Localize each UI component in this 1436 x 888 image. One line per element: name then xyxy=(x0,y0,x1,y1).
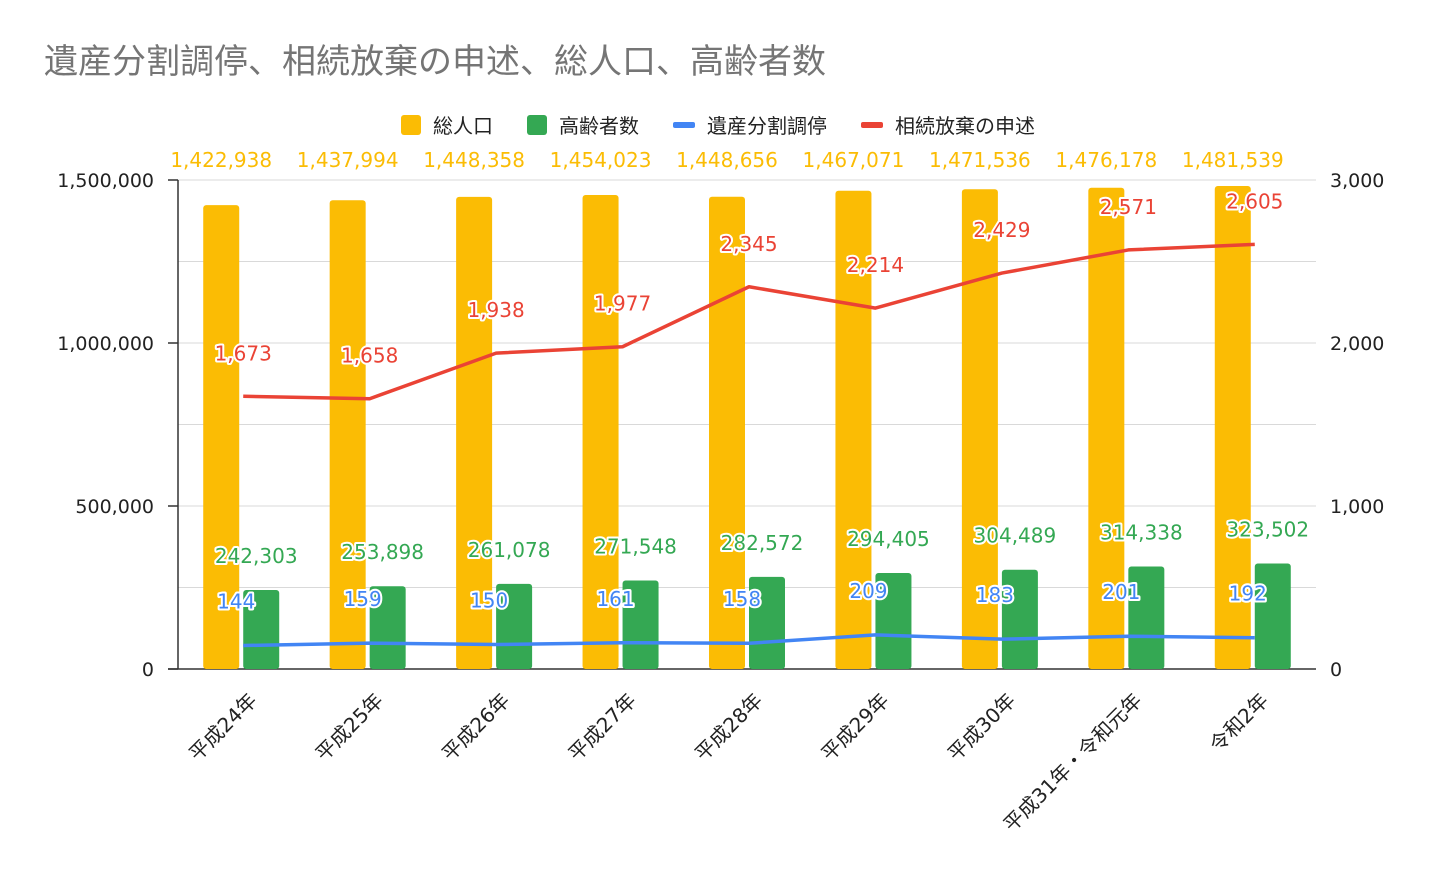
bar-total-population xyxy=(835,190,872,669)
bar-elderly xyxy=(243,590,280,669)
legend-label: 遺産分割調停 xyxy=(707,114,827,138)
left-tick-label: 0 xyxy=(142,659,154,681)
data-label-mediation: 192 xyxy=(1229,582,1267,606)
data-label-mediation: 144 xyxy=(217,590,255,614)
legend-swatch xyxy=(861,121,883,128)
bar-total-population xyxy=(456,196,493,669)
data-label-renunciation: 1,977 xyxy=(594,292,651,316)
data-label-renunciation: 2,214 xyxy=(847,253,904,277)
data-label-total-population: 1,448,656 xyxy=(676,148,778,172)
legend-item-3: 相続放棄の申述 xyxy=(861,110,1035,139)
data-label-total-population: 1,437,994 xyxy=(297,148,399,172)
x-tick-label: 平成24年 xyxy=(184,688,261,765)
data-label-total-population: 1,448,358 xyxy=(423,148,525,172)
bar-total-population xyxy=(329,200,366,669)
bar-elderly xyxy=(496,583,533,669)
chart-legend: 総人口 高齢者数 遺産分割調停 相続放棄の申述 xyxy=(0,110,1436,139)
data-label-renunciation: 1,673 xyxy=(215,341,272,365)
data-label-elderly: 242,303 xyxy=(215,544,298,568)
bar-elderly xyxy=(1128,566,1165,669)
x-tick-label: 令和2年 xyxy=(1205,688,1273,756)
data-label-total-population: 1,467,071 xyxy=(803,148,905,172)
data-label-renunciation: 1,658 xyxy=(341,344,398,368)
x-tick-label: 平成25年 xyxy=(311,688,388,765)
x-tick-label: 平成30年 xyxy=(943,688,1020,765)
data-label-total-population: 1,481,539 xyxy=(1182,148,1284,172)
data-label-elderly: 282,572 xyxy=(721,531,804,555)
legend-label: 高齢者数 xyxy=(559,114,639,138)
data-label-mediation: 158 xyxy=(723,587,761,611)
x-tick-label: 平成31年・令和元年 xyxy=(999,688,1147,836)
data-label-mediation: 209 xyxy=(849,579,887,603)
chart-title: 遺産分割調停、相続放棄の申述、総人口、高齢者数 xyxy=(44,42,826,82)
bar-total-population xyxy=(203,205,240,670)
left-tick-label: 1,500,000 xyxy=(57,170,154,192)
bar-elderly xyxy=(749,576,785,669)
data-label-renunciation: 2,345 xyxy=(720,232,777,256)
legend-label: 相続放棄の申述 xyxy=(895,114,1035,138)
right-tick-label: 2,000 xyxy=(1330,333,1384,355)
right-tick-label: 0 xyxy=(1330,659,1342,681)
legend-label: 総人口 xyxy=(433,114,493,138)
bar-total-population xyxy=(582,194,619,669)
bar-total-population xyxy=(1214,186,1251,669)
x-tick-label: 平成27年 xyxy=(563,688,640,765)
legend-swatch xyxy=(673,121,695,128)
data-label-mediation: 161 xyxy=(596,587,634,611)
left-tick-label: 500,000 xyxy=(75,496,154,518)
data-label-elderly: 261,078 xyxy=(468,538,551,562)
data-label-total-population: 1,471,536 xyxy=(929,148,1031,172)
bar-total-population xyxy=(709,196,745,669)
x-tick-label: 平成29年 xyxy=(816,688,893,765)
series-line-mediation xyxy=(243,633,1255,648)
bar-elderly xyxy=(875,573,912,669)
data-label-elderly: 304,489 xyxy=(974,524,1057,548)
data-label-mediation: 159 xyxy=(344,587,382,611)
data-label-total-population: 1,454,023 xyxy=(550,148,652,172)
data-label-elderly: 253,898 xyxy=(341,540,424,564)
right-tick-label: 3,000 xyxy=(1330,170,1384,192)
bar-elderly xyxy=(1001,569,1038,669)
x-tick-label: 平成28年 xyxy=(690,688,767,765)
data-label-elderly: 271,548 xyxy=(594,534,677,558)
data-label-mediation: 150 xyxy=(470,589,508,613)
legend-item-0: 総人口 xyxy=(401,110,493,139)
legend-item-2: 遺産分割調停 xyxy=(673,110,827,139)
left-tick-label: 1,000,000 xyxy=(57,333,154,355)
legend-swatch xyxy=(527,114,547,135)
data-label-mediation: 201 xyxy=(1102,580,1140,604)
bar-elderly xyxy=(369,586,406,669)
data-label-elderly: 314,338 xyxy=(1100,521,1183,545)
series-line-renunciation xyxy=(243,242,1255,401)
bar-total-population xyxy=(1088,187,1125,669)
data-label-elderly: 294,405 xyxy=(847,527,930,551)
x-tick-label: 平成26年 xyxy=(437,688,514,765)
data-label-renunciation: 2,429 xyxy=(973,218,1030,242)
bar-elderly xyxy=(1254,563,1291,669)
bar-elderly xyxy=(622,580,659,669)
data-label-renunciation: 1,938 xyxy=(467,298,524,322)
data-label-elderly: 323,502 xyxy=(1226,518,1309,542)
right-tick-label: 1,000 xyxy=(1330,496,1384,518)
data-label-renunciation: 2,605 xyxy=(1226,189,1283,213)
bar-total-population xyxy=(961,189,998,669)
data-label-total-population: 1,476,178 xyxy=(1055,148,1157,172)
data-label-total-population: 1,422,938 xyxy=(170,148,272,172)
data-label-renunciation: 2,571 xyxy=(1100,195,1157,219)
legend-item-1: 高齢者数 xyxy=(527,110,639,139)
legend-swatch xyxy=(401,114,421,135)
data-label-mediation: 183 xyxy=(976,583,1014,607)
